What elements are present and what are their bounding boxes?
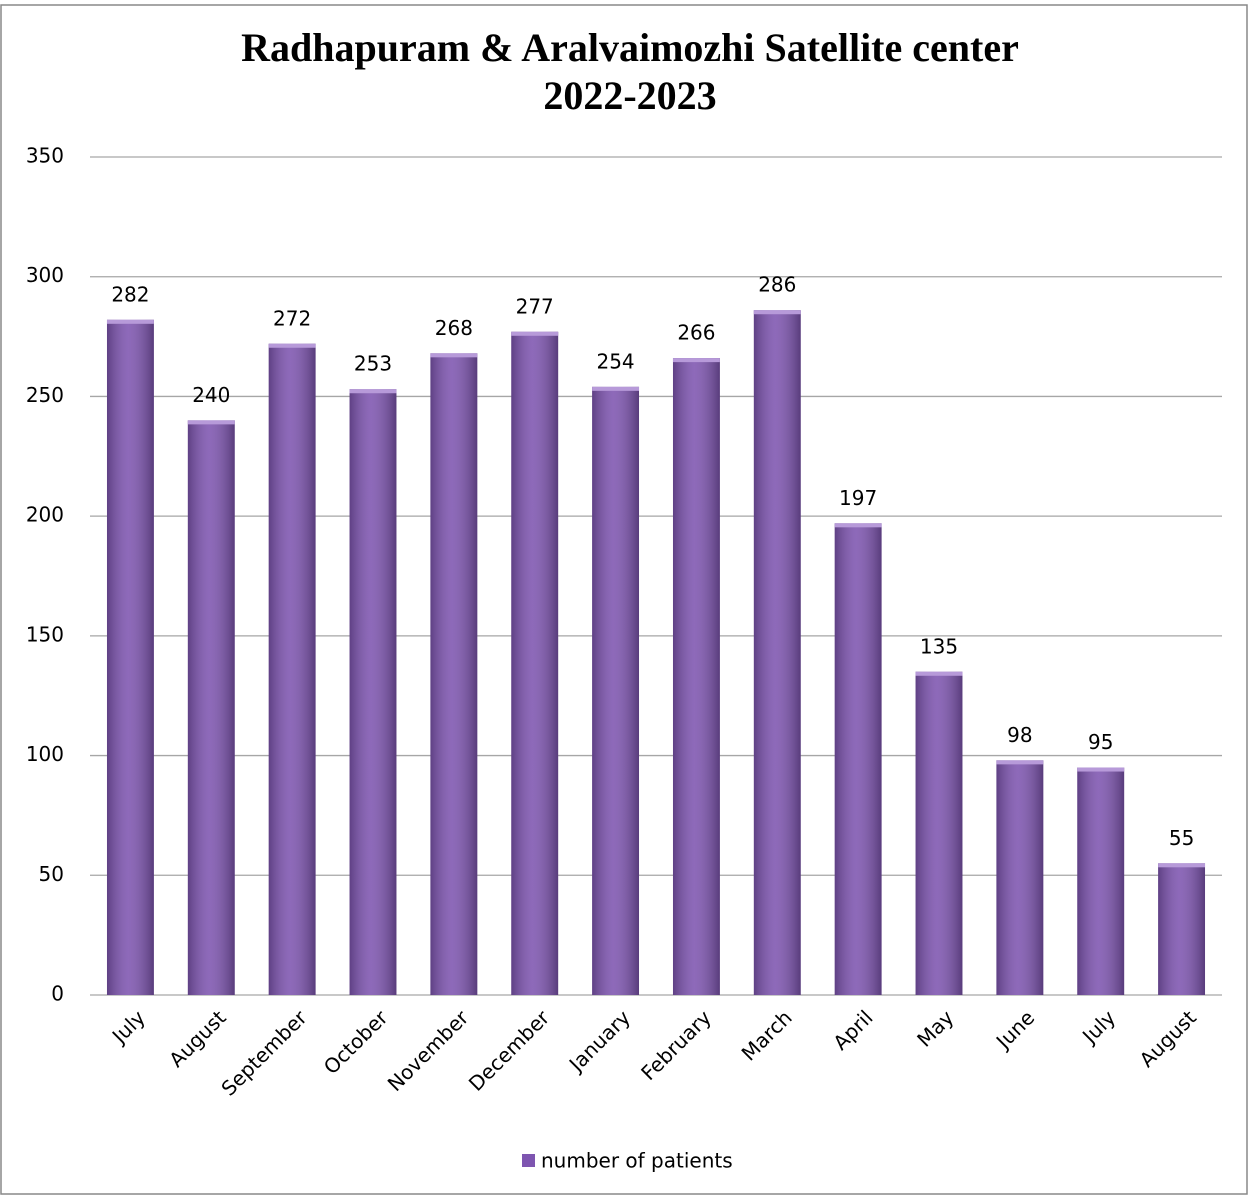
bar-shade [1158, 863, 1206, 995]
bar-shade [268, 343, 316, 995]
data-label: 55 [1169, 826, 1194, 850]
x-tick-label: July [106, 1005, 150, 1049]
bar-cap [753, 310, 801, 315]
data-label: 268 [435, 316, 473, 340]
bar-cap [1158, 863, 1206, 868]
x-tick-label: December [464, 1005, 555, 1096]
bar-cap [349, 389, 397, 394]
bar-shade [187, 420, 235, 995]
bar-shade [915, 671, 963, 995]
data-label: 282 [111, 282, 149, 306]
bar-cap [268, 343, 316, 348]
data-label: 135 [920, 634, 958, 658]
bar-shade [753, 310, 801, 996]
chart-title: 2022-2023 [543, 73, 716, 118]
legend-swatch [522, 1154, 535, 1167]
x-tick-label: August [1135, 1005, 1202, 1072]
y-tick-label: 50 [39, 862, 64, 886]
data-label: 254 [596, 349, 634, 373]
y-tick-label: 300 [26, 263, 64, 287]
bar-cap [511, 331, 559, 336]
bar-shade [349, 389, 397, 995]
bar-cap [834, 523, 882, 528]
x-tick-label: July [1076, 1005, 1120, 1049]
bar-cap [1077, 767, 1125, 772]
bar-cap [996, 760, 1044, 765]
y-tick-label: 350 [26, 144, 64, 168]
data-label: 240 [192, 383, 230, 407]
x-tick-label: January [563, 1005, 635, 1077]
bar-cap [592, 386, 640, 391]
bar-shade [430, 353, 478, 995]
legend-label: number of patients [541, 1149, 733, 1173]
x-tick-label: April [828, 1005, 877, 1054]
x-tick-label: February [636, 1005, 716, 1085]
bar-cap [672, 358, 720, 363]
bar-shade [996, 760, 1044, 995]
bar-cap [430, 353, 478, 358]
bar-shade [511, 331, 559, 996]
data-label: 98 [1007, 723, 1032, 747]
bar-cap [187, 420, 235, 425]
bar-cap [915, 671, 963, 676]
data-label: 266 [677, 321, 715, 345]
y-tick-label: 150 [26, 622, 64, 646]
x-tick-label: March [737, 1005, 797, 1065]
y-tick-label: 100 [26, 742, 64, 766]
data-label: 253 [354, 352, 392, 376]
bar-shade [672, 358, 720, 995]
y-tick-label: 200 [26, 503, 64, 527]
x-tick-label: June [990, 1005, 1039, 1054]
x-tick-label: November [383, 1005, 474, 1096]
x-tick-label: October [319, 1005, 393, 1079]
bar-shade [106, 319, 154, 996]
bar-shade [592, 386, 640, 995]
data-label: 277 [516, 294, 554, 318]
bar-cap [106, 319, 154, 324]
x-tick-label: May [912, 1005, 958, 1051]
data-label: 286 [758, 273, 796, 297]
chart-title: Radhapuram & Aralvaimozhi Satellite cent… [241, 25, 1019, 70]
data-label: 95 [1088, 730, 1113, 754]
data-label: 272 [273, 306, 311, 330]
data-label: 197 [839, 486, 877, 510]
bar-shade [1077, 767, 1125, 995]
y-tick-label: 250 [26, 383, 64, 407]
chart-border [0, 4, 1248, 1195]
x-tick-label: September [216, 1005, 312, 1101]
bar-shade [834, 523, 882, 995]
x-tick-label: August [164, 1005, 231, 1072]
y-tick-label: 0 [51, 982, 64, 1006]
